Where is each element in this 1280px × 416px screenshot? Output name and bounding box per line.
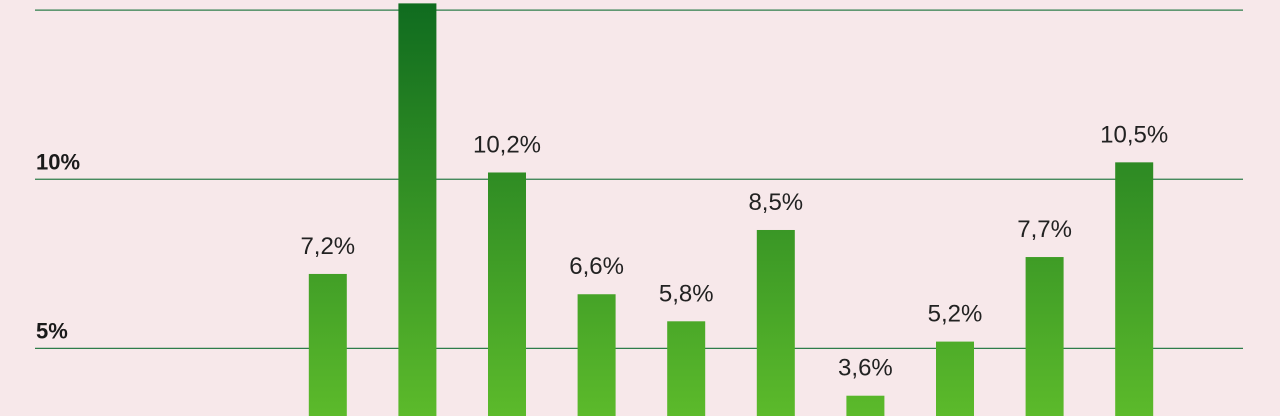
y-tick-label: 5% [36, 318, 68, 343]
value-label: 3,6% [838, 355, 893, 382]
bar [398, 3, 437, 416]
value-label: 5,2% [928, 301, 983, 328]
bar [667, 321, 706, 416]
value-label: 6,6% [569, 253, 624, 280]
bar [846, 395, 885, 416]
y-tick-label: 15% [36, 0, 80, 5]
bar [577, 294, 616, 416]
bar [1115, 162, 1154, 416]
bar [936, 341, 974, 416]
value-label: 7,7% [1017, 216, 1072, 243]
bar [308, 273, 347, 416]
value-label: 5,8% [659, 280, 714, 307]
bar [488, 172, 526, 416]
bar [1025, 257, 1064, 416]
bar [756, 229, 795, 416]
value-label: 7,2% [300, 233, 355, 260]
value-label: 8,5% [748, 189, 803, 216]
y-tick-label: 10% [36, 149, 80, 174]
value-label: 10,5% [1100, 121, 1168, 148]
value-label: 10,2% [473, 131, 541, 158]
